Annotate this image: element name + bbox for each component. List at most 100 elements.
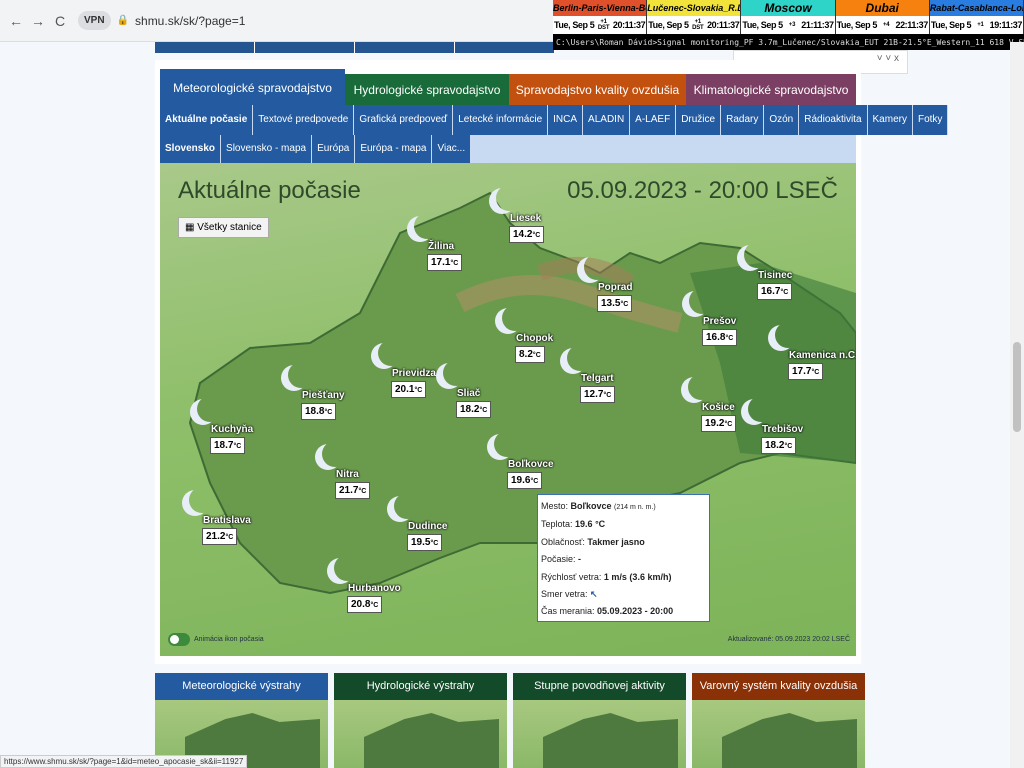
region-tab[interactable]: Viac... [432,135,472,163]
temp-value: 14.2 [513,229,533,240]
world-clock: Moscow Tue, Sep 5 +3 21:11:37 [741,0,836,34]
temp-value: 19.2 [705,418,725,429]
tab-1[interactable]: Hydrologické spravodajstvo [345,74,509,105]
temp-unit: °C [414,387,423,394]
animation-toggle[interactable]: Animácia ikon počasia [168,633,264,646]
clock-time-row: Tue, Sep 5 +1 DST 20:11:37 [647,16,741,34]
region-tab[interactable]: Slovensko - mapa [221,135,313,163]
subtab[interactable]: Rádioaktivita [799,105,868,135]
clock-city: Moscow [741,0,835,16]
warning-card[interactable]: Meteorologické výstrahy [155,673,328,768]
station-name: Sliač [457,388,481,399]
temp-unit: °C [725,335,734,342]
temp-value: 8.2 [519,349,533,360]
moon-icon [584,254,610,280]
station-temp: 19.5°C [407,534,443,551]
station-temp: 17.7°C [788,363,824,380]
clock-date: Tue, Sep 5 [554,20,595,30]
all-stations-button[interactable]: ▦ Všetky stanice [178,217,269,238]
warning-card[interactable]: Varovný systém kvality ovzdušia [692,673,865,768]
tab-2[interactable]: Spravodajstvo kvality ovzdušia [509,74,686,105]
card-title[interactable]: Varovný systém kvality ovzdušia [692,673,865,700]
tab-3[interactable]: Klimatologické spravodajstvo [686,74,856,105]
world-clock: Berlin-Paris-Vienna-BelgradeTue, Sep 5+1… [553,0,648,34]
temp-value: 18.7 [214,440,234,451]
clock-time: 19:11:37 [989,20,1023,30]
temp-value: 20.8 [351,599,371,610]
card-map[interactable] [155,700,328,768]
temp-unit: °C [358,488,367,495]
station-name: Žilina [428,241,455,252]
tooltip-value: Takmer jasno [587,536,645,547]
temp-unit: °C [532,352,541,359]
subtab[interactable]: Textové predpovede [253,105,355,135]
toggle-switch[interactable] [168,633,190,646]
tooltip-label: Smer vetra: [541,589,588,600]
subtab[interactable]: A-LAEF [630,105,677,135]
region-tab[interactable]: Európa - mapa [355,135,433,163]
station-name: Nitra [336,469,359,480]
scrollbar-thumb[interactable] [1013,342,1021,432]
card-map[interactable] [513,700,686,768]
tab-0[interactable]: Meteorologické spravodajstvo [160,69,345,105]
tooltip-label: Čas merania: [541,606,595,617]
station-temp: 21.7°C [335,482,371,499]
moon-icon [494,431,520,457]
scrollbar[interactable] [1010,42,1024,768]
world-clock: Dubai Tue, Sep 5 +4 22:11:37 [835,0,930,34]
address-bar[interactable]: shmu.sk/sk/?page=1 [135,13,246,28]
temp-value: 17.7 [792,366,812,377]
map-datetime: 05.09.2023 - 20:00 LSEČ [567,177,838,204]
clock-city: Lučenec-Slovakia_R.Dávid [647,0,741,16]
station-name: Boľkovce [508,459,554,470]
station-name: Trebišov [762,424,804,435]
subtab[interactable]: INCA [548,105,584,135]
subtab[interactable]: Grafická predpoveď [354,105,454,135]
card-title[interactable]: Stupne povodňovej aktivity [513,673,686,700]
moon-icon [394,493,420,519]
subtab[interactable]: Družice [676,105,722,135]
card-map[interactable] [692,700,865,768]
moon-icon [688,374,714,400]
region-tab[interactable]: Slovensko [160,135,222,163]
clock-date: Tue, Sep 5 [836,20,878,30]
vpn-button[interactable]: VPN [78,11,111,30]
subtab[interactable]: Kamery [867,105,913,135]
forward-icon[interactable]: → [31,12,45,29]
card-map[interactable] [334,700,507,768]
site-top-nav[interactable] [155,42,555,53]
station-temp: 20.8°C [347,596,383,613]
subtab[interactable]: Fotky [912,105,949,135]
slovakia-districts [364,713,499,768]
clock-time: 20:11:37 [612,20,646,30]
back-icon[interactable]: ← [9,12,23,29]
temp-unit: °C [784,443,793,450]
warning-card[interactable]: Stupne povodňovej aktivity [513,673,686,768]
warning-card[interactable]: Hydrologické výstrahy [334,673,507,768]
clock-offset: +1 DST [597,19,610,31]
clock-time-row: Tue, Sep 5 +1 19:11:37 [929,16,1024,34]
world-clock-widget: Berlin-Paris-Vienna-BelgradeTue, Sep 5+1… [553,0,1024,50]
clock-date: Tue, Sep 5 [648,20,689,30]
clock-offset: +1 DST [692,19,704,31]
moon-icon [378,340,404,366]
subtab[interactable]: ALADIN [583,105,631,135]
station-temp: 18.8°C [301,403,337,420]
card-title[interactable]: Hydrologické výstrahy [334,673,507,700]
temp-value: 21.2 [206,531,226,542]
temp-value: 20.1 [395,384,415,395]
region-tab[interactable]: Európa [312,135,356,163]
temp-value: 18.2 [765,440,785,451]
tooltip-value: - [578,554,582,565]
subtab[interactable]: Ozón [764,105,800,135]
moon-icon [567,345,593,371]
status-bar-url: https://www.shmu.sk/sk/?page=1&id=meteo_… [0,755,248,768]
subtab[interactable]: Aktuálne počasie [160,105,254,135]
subtab[interactable]: Radary [721,105,765,135]
station-name: Hurbanovo [348,583,401,594]
subtab[interactable]: Letecké informácie [453,105,549,135]
reload-icon[interactable]: C [54,12,66,29]
card-title[interactable]: Meteorologické výstrahy [155,673,328,700]
moon-icon [334,555,360,581]
animation-label: Animácia ikon počasia [194,636,264,643]
